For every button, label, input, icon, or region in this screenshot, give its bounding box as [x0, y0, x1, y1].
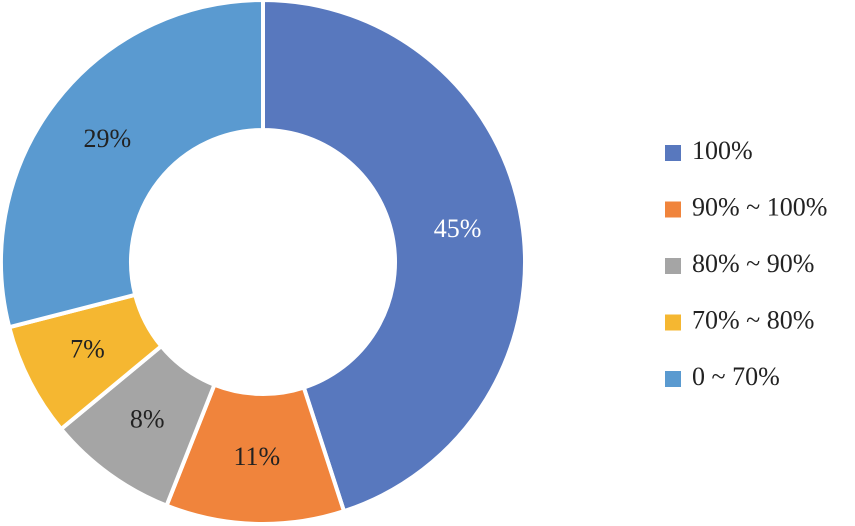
- legend-swatch: [665, 258, 681, 274]
- legend-label: 0 ~ 70%: [692, 362, 780, 391]
- legend-label: 100%: [692, 136, 753, 165]
- legend-swatch: [665, 145, 681, 161]
- data-label: 8%: [130, 404, 165, 433]
- legend-swatch: [665, 371, 681, 387]
- legend-label: 90% ~ 100%: [692, 192, 827, 221]
- data-label: 29%: [84, 124, 132, 153]
- legend-swatch: [665, 314, 681, 331]
- data-label: 45%: [434, 214, 482, 243]
- legend-label: 70% ~ 80%: [692, 305, 814, 334]
- donut-slice: [261, 0, 527, 514]
- legend-swatch: [665, 201, 681, 218]
- data-label: 11%: [233, 442, 280, 471]
- donut-slice: [0, 0, 265, 330]
- legend-label: 80% ~ 90%: [692, 249, 814, 278]
- data-label: 7%: [70, 334, 105, 363]
